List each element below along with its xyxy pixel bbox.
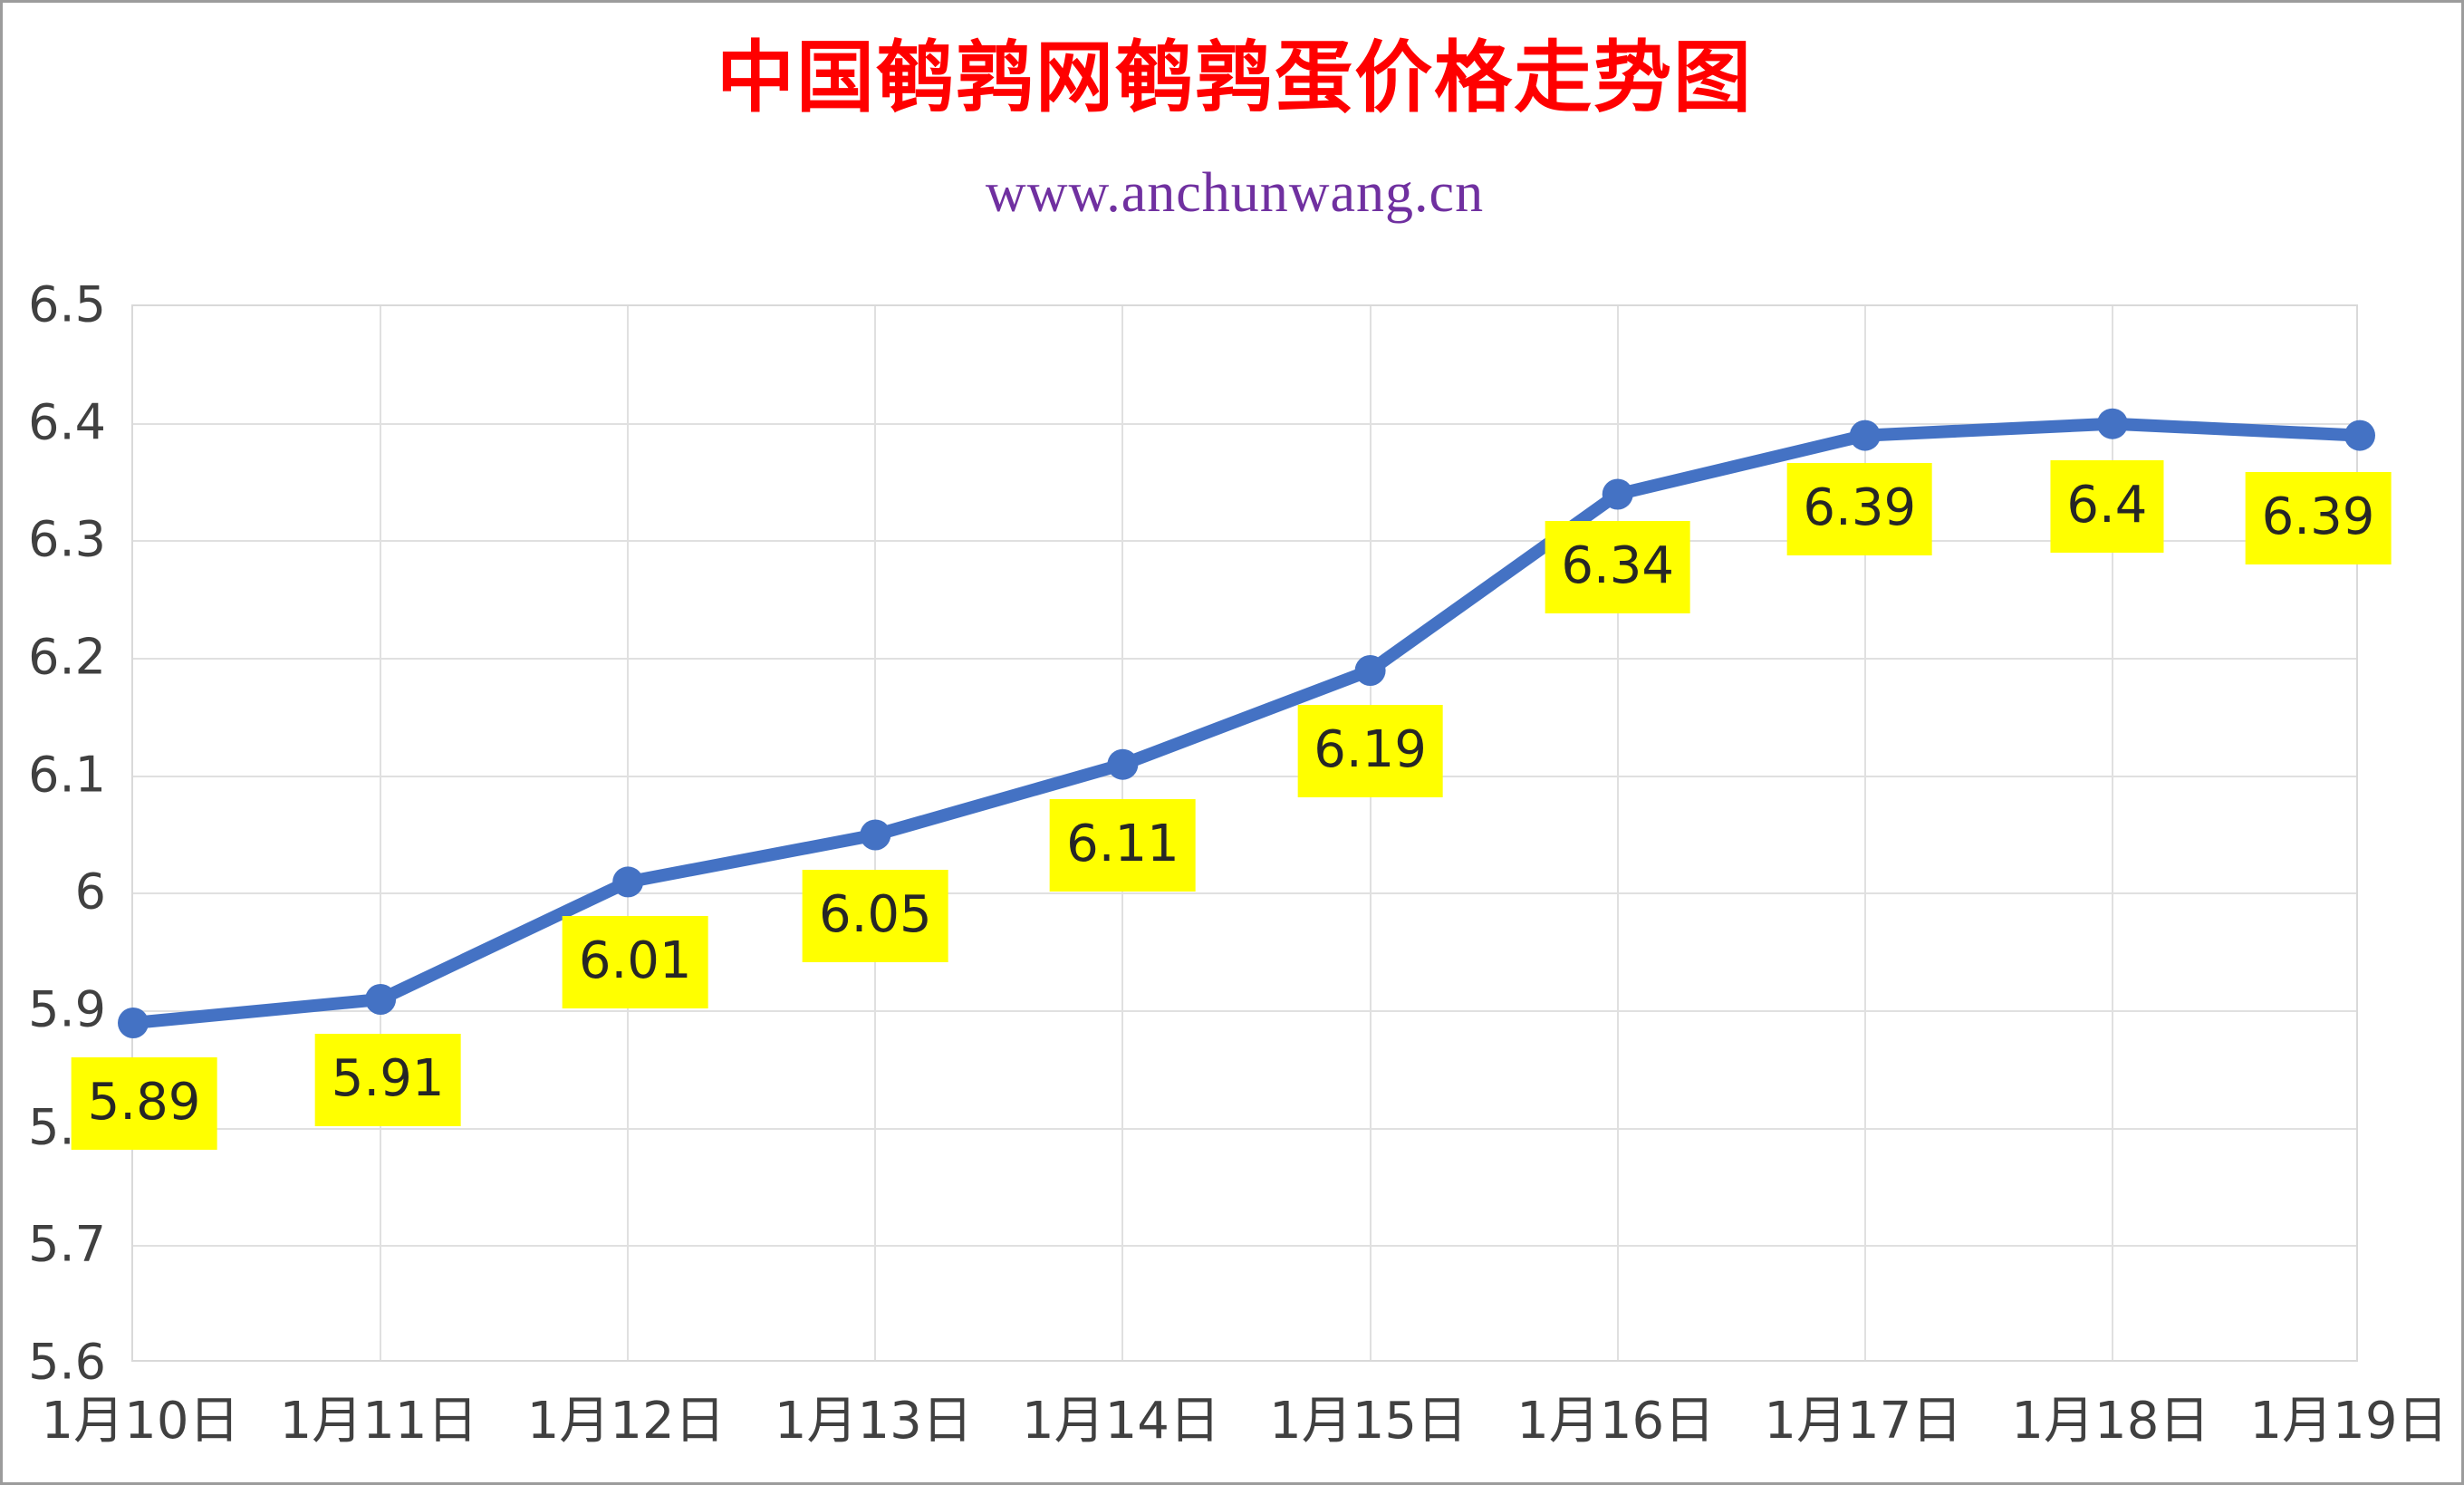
line-series bbox=[118, 408, 2375, 1038]
gridline-vertical bbox=[380, 306, 382, 1360]
gridline-horizontal bbox=[133, 1245, 2356, 1248]
gridline-horizontal bbox=[133, 540, 2356, 543]
x-axis-tick-label: 1月10日 bbox=[41, 1392, 240, 1451]
x-axis-tick-label: 1月18日 bbox=[2011, 1392, 2210, 1451]
gridline-horizontal bbox=[133, 422, 2356, 425]
data-point-label: 6.4 bbox=[2050, 459, 2164, 553]
chart-title: 中国鹌鹑网鹌鹑蛋价格走势图 bbox=[717, 33, 1753, 123]
y-axis-tick-label: 6.5 bbox=[28, 275, 106, 333]
data-point-marker bbox=[2344, 419, 2375, 451]
gridline-horizontal bbox=[133, 1127, 2356, 1130]
x-axis-tick-label: 1月12日 bbox=[526, 1392, 726, 1451]
data-point-label: 5.91 bbox=[314, 1034, 461, 1127]
y-axis-tick-label: 6.2 bbox=[28, 628, 106, 686]
y-axis-tick-label: 6 bbox=[74, 863, 106, 921]
data-point-label: 6.34 bbox=[1545, 521, 1690, 614]
y-axis-tick-label: 6.1 bbox=[28, 746, 106, 804]
data-point-label: 6.39 bbox=[1786, 462, 1933, 555]
series-polyline bbox=[127, 417, 2366, 1029]
x-axis-tick-label: 1月13日 bbox=[774, 1392, 973, 1451]
y-axis-tick-label: 5.7 bbox=[28, 1215, 106, 1273]
gridline-horizontal bbox=[133, 892, 2356, 895]
gridline-horizontal bbox=[133, 658, 2356, 660]
chart-subtitle-website: www.anchunwang.cn bbox=[985, 162, 1485, 224]
y-axis-tick-label: 6.4 bbox=[28, 393, 106, 451]
x-axis-tick-label: 1月16日 bbox=[1516, 1392, 1716, 1451]
data-point-label: 5.89 bbox=[71, 1056, 217, 1150]
x-axis-tick-label: 1月11日 bbox=[279, 1392, 478, 1451]
data-point-label: 6.19 bbox=[1297, 704, 1443, 797]
gridline-vertical bbox=[1369, 306, 1372, 1360]
x-axis-tick-label: 1月17日 bbox=[1764, 1392, 1963, 1451]
x-axis-tick-label: 1月14日 bbox=[1021, 1392, 1220, 1451]
y-axis-tick-label: 5.6 bbox=[28, 1333, 106, 1391]
gridline-vertical bbox=[874, 306, 877, 1360]
data-point-label: 6.11 bbox=[1050, 798, 1196, 892]
data-point-marker bbox=[118, 1008, 149, 1038]
data-point-label: 6.01 bbox=[562, 916, 708, 1009]
plot-area: 5.89 5.91 6.01 6.05 6.11 6.19 6.34 6.39 6.4 6.39 bbox=[71, 304, 2392, 1362]
data-point-label: 6.39 bbox=[2245, 471, 2392, 564]
y-axis-tick-label: 6.3 bbox=[28, 510, 106, 568]
gridline-vertical bbox=[627, 306, 630, 1360]
x-axis-tick-label: 1月15日 bbox=[1269, 1392, 1468, 1451]
series-markers bbox=[118, 408, 2375, 1038]
data-point-label: 6.05 bbox=[802, 869, 948, 962]
gridline-horizontal bbox=[133, 1010, 2356, 1012]
y-axis-tick-label: 5.9 bbox=[28, 980, 106, 1038]
x-axis-tick-label: 1月19日 bbox=[2249, 1392, 2449, 1451]
gridline-horizontal bbox=[133, 775, 2356, 777]
gridline-vertical bbox=[1616, 306, 1619, 1360]
